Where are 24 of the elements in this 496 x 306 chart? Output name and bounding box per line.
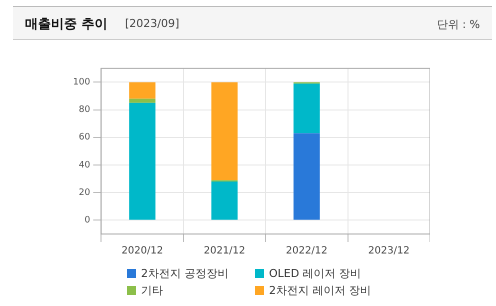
legend-label: OLED 레이저 장비 [269,266,362,281]
y-tick-label: 80 [78,105,90,116]
y-tick-label: 40 [78,160,90,170]
y-tick-label: 0 [84,216,90,226]
bar [211,182,238,220]
bar [211,82,238,180]
legend-label: 기타 [141,283,163,298]
bar [129,82,156,99]
legend-label: 2차전지 레이저 장비 [269,283,371,298]
x-tick-label: 2020/12 [122,246,164,257]
x-tick-label: 2021/12 [204,246,246,257]
x-tick-label: 2023/12 [368,246,410,257]
bar [294,133,320,220]
y-tick-label: 20 [78,188,90,198]
bar [129,102,156,220]
y-tick-label: 100 [72,78,90,88]
legend-label: 2차전지 공정장비 [141,266,228,281]
bar [129,98,156,103]
x-tick-label: 2022/12 [286,246,328,257]
chart-title: 매출비중 추이 [25,16,108,33]
text: 단위 : % [436,17,480,32]
bar [294,84,320,134]
y-tick-label: 60 [78,132,90,143]
chart-subtitle: [2023/09] [125,17,180,30]
